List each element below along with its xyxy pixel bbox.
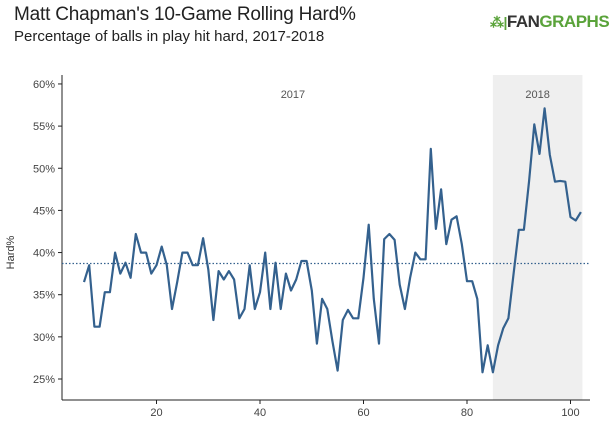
y-tick-label: 40%: [33, 248, 55, 260]
hard-pct-series-line: [82, 107, 582, 374]
x-tick-label: 60: [357, 407, 369, 419]
chart-subtitle: Percentage of balls in play hit hard, 20…: [14, 28, 325, 45]
y-tick-label: 60%: [33, 79, 55, 91]
y-tick-label: 55%: [33, 121, 55, 133]
x-tick-label: 40: [254, 407, 266, 419]
region-label-2018: 2018: [525, 89, 549, 101]
batter-icon: ⁂|: [490, 14, 507, 30]
region-2018-shade: [492, 75, 583, 400]
x-tick-label: 20: [150, 407, 162, 419]
y-axis-label: Hard%: [5, 235, 17, 269]
y-tick-label: 30%: [33, 332, 55, 344]
y-tick-label: 25%: [33, 374, 55, 386]
y-tick-label: 50%: [33, 163, 55, 175]
y-tick-label: 35%: [33, 290, 55, 302]
y-tick-label: 45%: [33, 205, 55, 217]
x-tick-label: 100: [561, 407, 579, 419]
x-tick-label: 80: [461, 407, 473, 419]
fangraphs-logo: ⁂|FANGRAPHS: [490, 12, 610, 31]
chart-title: Matt Chapman's 10-Game Rolling Hard%: [14, 4, 356, 25]
region-label-2017: 2017: [281, 89, 305, 101]
